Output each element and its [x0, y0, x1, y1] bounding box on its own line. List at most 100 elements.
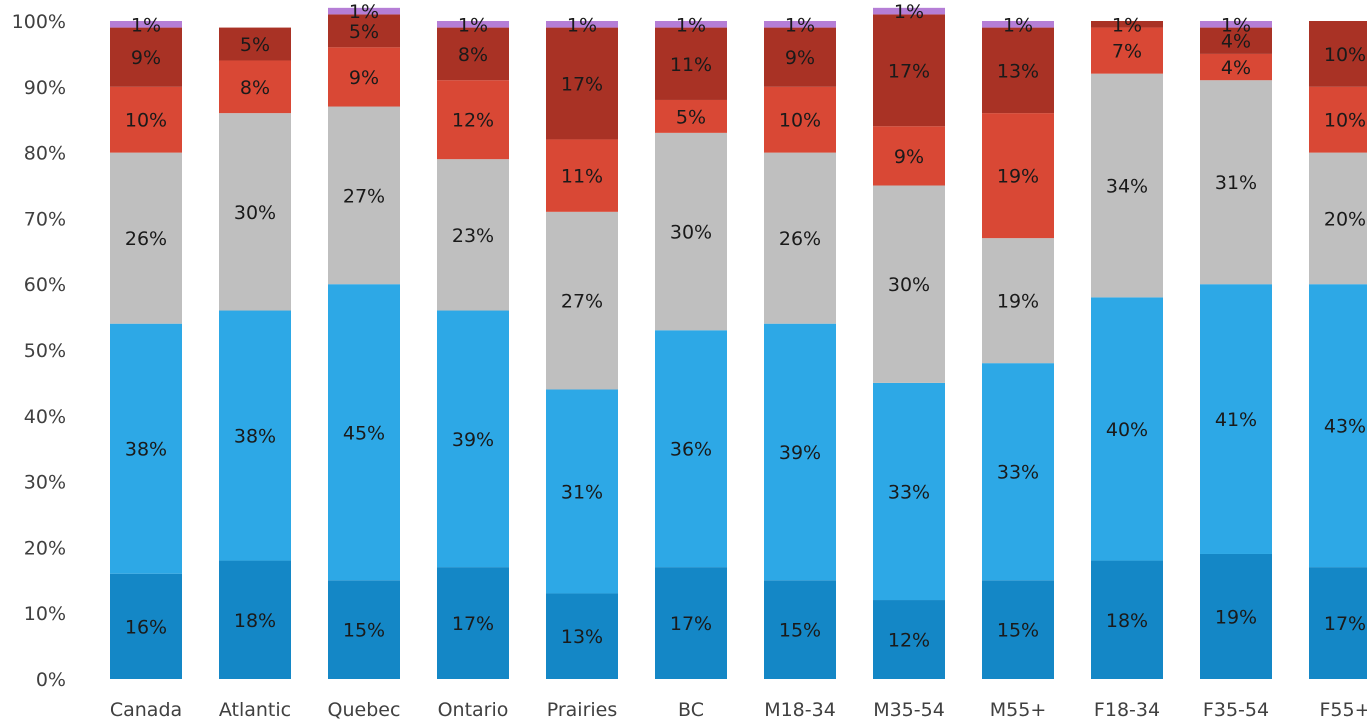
bar-segment: [437, 80, 509, 160]
data-label: 18%: [234, 610, 276, 632]
bars: [110, 7, 1367, 679]
data-label: 45%: [343, 422, 385, 444]
data-labels: 16% 38% 26% 10% 9% 1% 18% 38% 30% 8% 5% 15% 45% 27% 9%…: [125, 1, 1366, 651]
data-label: 19%: [997, 291, 1039, 313]
x-category-label: F18-34: [1094, 699, 1160, 721]
y-tick-label: 60%: [24, 274, 66, 296]
data-label: 9%: [349, 67, 379, 89]
bar-segment: [1309, 86, 1367, 153]
data-label: 41%: [1215, 409, 1257, 431]
data-label: 1%: [131, 14, 161, 36]
bar-segment: [655, 567, 727, 679]
bar-segment: [437, 159, 509, 311]
data-label: 1%: [1112, 14, 1142, 36]
bar-segment: [328, 7, 400, 15]
bar-segment: [110, 573, 182, 679]
bar-segment: [437, 21, 509, 28]
x-category-label: M35-54: [873, 699, 945, 721]
data-label: 1%: [458, 14, 488, 36]
bar-segment: [1309, 567, 1367, 679]
bar-segment: [873, 382, 945, 601]
bar-segment: [219, 560, 291, 679]
data-label: 43%: [1324, 416, 1366, 438]
data-label: 11%: [561, 166, 603, 188]
data-label: 17%: [1324, 613, 1366, 635]
data-label: 27%: [561, 291, 603, 313]
bar-segment: [328, 47, 400, 107]
bar-segment: [1309, 152, 1367, 285]
bar-segment: [982, 580, 1054, 679]
data-label: 34%: [1106, 176, 1148, 198]
data-label: 10%: [1324, 110, 1366, 132]
data-label: 5%: [240, 34, 270, 56]
bar-segment: [1091, 21, 1163, 28]
bar-segment: [546, 211, 618, 390]
data-label: 38%: [234, 426, 276, 448]
data-label: 13%: [997, 60, 1039, 82]
bar-segment: [437, 27, 509, 81]
x-category-label: F55+: [1319, 699, 1367, 721]
data-label: 27%: [343, 185, 385, 207]
data-label: 4%: [1221, 57, 1251, 79]
bar-segment: [764, 323, 836, 581]
data-label: 31%: [1215, 172, 1257, 194]
data-label: 12%: [888, 630, 930, 652]
bar-segment: [110, 27, 182, 87]
data-label: 11%: [670, 54, 712, 76]
bar-segment: [110, 152, 182, 324]
bar-segment: [1091, 297, 1163, 561]
bar-segment: [328, 14, 400, 48]
y-tick-label: 70%: [24, 208, 66, 230]
data-label: 17%: [561, 74, 603, 96]
bar-segment: [110, 21, 182, 28]
x-category-label: Prairies: [547, 699, 618, 721]
data-label: 17%: [670, 613, 712, 635]
data-label: 38%: [125, 439, 167, 461]
bar-segment: [1200, 53, 1272, 81]
bar-segment: [764, 86, 836, 153]
data-label: 9%: [785, 47, 815, 69]
bar-segment: [219, 27, 291, 61]
bar-segment: [1309, 284, 1367, 568]
x-category-label: Atlantic: [219, 699, 291, 721]
data-label: 9%: [131, 47, 161, 69]
bar-segment: [437, 567, 509, 679]
data-label: 19%: [997, 166, 1039, 188]
y-tick-label: 0%: [36, 669, 66, 691]
data-label: 18%: [1106, 610, 1148, 632]
data-label: 20%: [1324, 208, 1366, 230]
data-label: 8%: [240, 77, 270, 99]
bar-segment: [437, 310, 509, 568]
data-label: 30%: [670, 222, 712, 244]
bar-segment: [1091, 27, 1163, 74]
bar-segment: [873, 600, 945, 679]
bar-segment: [219, 60, 291, 114]
bar-segment: [546, 139, 618, 212]
bar-segment: [655, 99, 727, 133]
data-label: 5%: [349, 21, 379, 43]
bar-segment: [546, 21, 618, 28]
y-tick-label: 80%: [24, 143, 66, 165]
data-label: 1%: [567, 14, 597, 36]
bar-segment: [764, 21, 836, 28]
data-label: 5%: [676, 106, 706, 128]
data-label: 15%: [343, 620, 385, 642]
data-label: 1%: [1003, 14, 1033, 36]
bar-segment: [764, 152, 836, 324]
bar-segment: [1200, 21, 1272, 28]
bar-segment: [655, 27, 727, 100]
bar-segment: [546, 389, 618, 594]
bar-segment: [1309, 21, 1367, 87]
data-label: 7%: [1112, 41, 1142, 63]
y-tick-label: 100%: [12, 11, 66, 33]
bar-segment: [219, 310, 291, 561]
data-label: 1%: [785, 14, 815, 36]
data-label: 26%: [779, 228, 821, 250]
y-tick-label: 10%: [24, 603, 66, 625]
bar-segment: [1200, 80, 1272, 285]
bar-segment: [982, 238, 1054, 364]
data-label: 19%: [1215, 606, 1257, 628]
bar-segment: [328, 580, 400, 679]
data-label: 4%: [1221, 31, 1251, 53]
